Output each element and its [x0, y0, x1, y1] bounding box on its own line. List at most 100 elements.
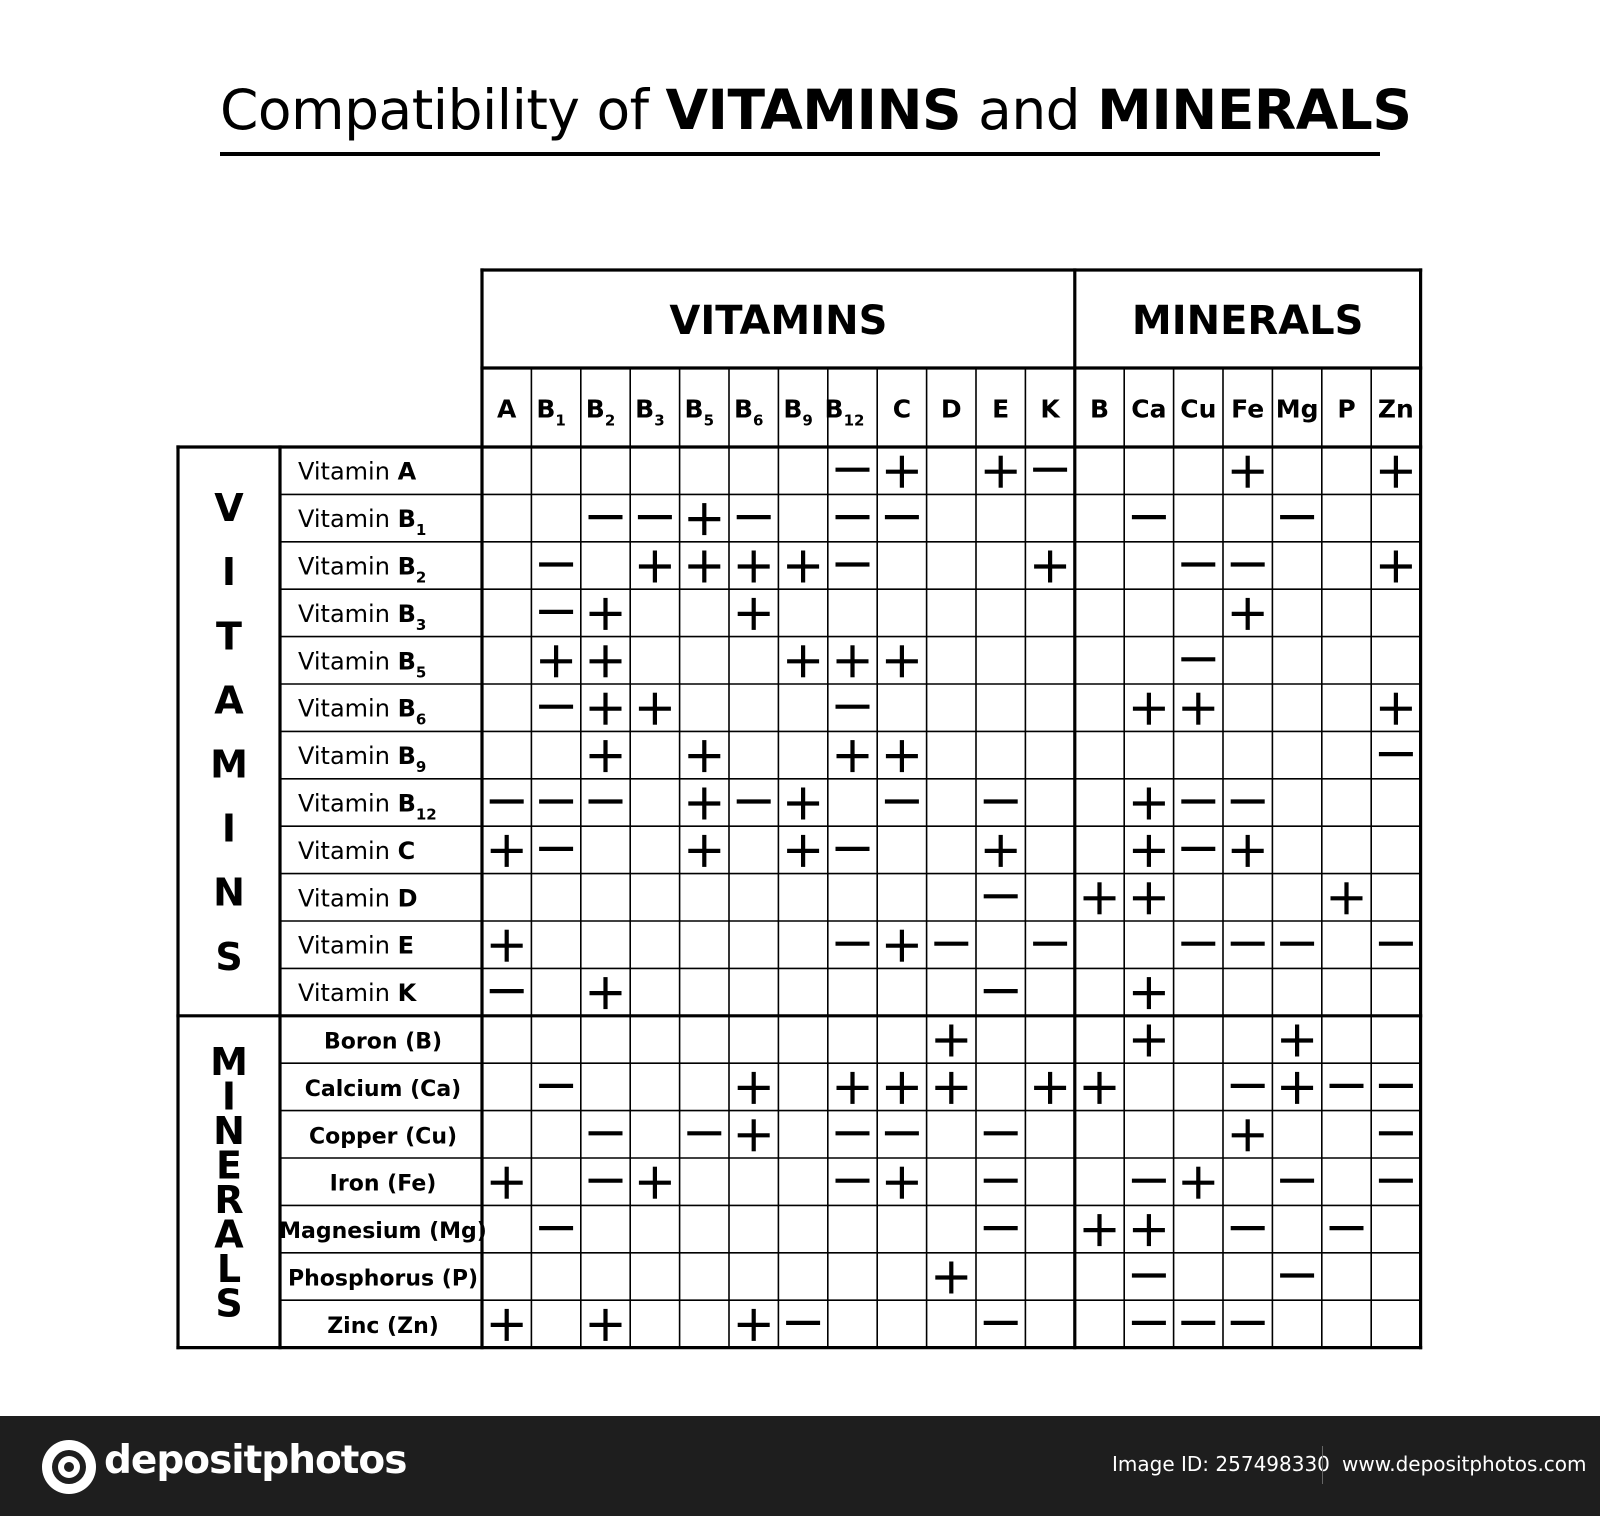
plus-mark [1132, 1214, 1165, 1247]
row-label: Phosphorus (P) [288, 1267, 478, 1292]
row-label: Vitamin B12 [298, 790, 437, 824]
footer-divider [1322, 1446, 1323, 1484]
column-header: B6 [734, 395, 764, 430]
plus-mark [885, 1071, 918, 1104]
plus-mark [688, 787, 721, 820]
column-group-label: MINERALS [1132, 298, 1364, 344]
plus-mark [1231, 834, 1264, 867]
plus-mark [1132, 977, 1165, 1010]
row-group-letter: I [222, 807, 236, 851]
row-group-letter: I [222, 1075, 236, 1119]
plus-mark [836, 740, 869, 773]
row-label: Vitamin D [298, 884, 417, 912]
row-group-letter: M [210, 742, 248, 786]
title-bold1: VITAMINS [665, 78, 962, 142]
plus-mark [589, 597, 622, 630]
plus-mark [737, 597, 770, 630]
plus-mark [1132, 787, 1165, 820]
row-label: Vitamin B6 [298, 695, 426, 729]
row-group-letter: E [216, 1143, 242, 1187]
plus-mark [1231, 1119, 1264, 1152]
plus-mark [1083, 1214, 1116, 1247]
plus-mark [787, 834, 820, 867]
plus-mark [490, 1308, 523, 1341]
site-url[interactable]: www.depositphotos.com [1342, 1452, 1587, 1476]
plus-mark [787, 550, 820, 583]
plus-mark [1330, 882, 1363, 915]
plus-mark [589, 740, 622, 773]
column-header: C [893, 395, 911, 424]
plus-mark [638, 550, 671, 583]
row-label: Copper (Cu) [309, 1124, 457, 1149]
plus-mark [935, 1024, 968, 1057]
plus-mark [688, 740, 721, 773]
row-group-letter: A [214, 1212, 244, 1256]
chart-title: Compatibility of VITAMINS and MINERALS [220, 78, 1412, 142]
plus-mark [1379, 550, 1412, 583]
column-header: D [941, 395, 962, 424]
plus-mark [638, 1166, 671, 1199]
plus-mark [688, 503, 721, 536]
plus-mark [589, 645, 622, 678]
row-label: Vitamin A [298, 458, 417, 486]
plus-mark [787, 645, 820, 678]
row-label: Vitamin B2 [298, 553, 426, 587]
row-label: Vitamin K [298, 979, 418, 1007]
row-group-letter: S [215, 1281, 242, 1325]
column-header: B [1090, 395, 1109, 424]
plus-mark [589, 692, 622, 725]
plus-mark [1132, 1024, 1165, 1057]
column-header: Mg [1276, 395, 1319, 424]
plus-mark [1083, 1071, 1116, 1104]
plus-mark [984, 834, 1017, 867]
plus-mark [1034, 550, 1067, 583]
row-group-letter: T [216, 614, 242, 658]
plus-mark [1182, 1166, 1215, 1199]
column-header: Zn [1378, 395, 1414, 424]
plus-mark [737, 550, 770, 583]
row-label: Vitamin B9 [298, 742, 426, 776]
plus-mark [1132, 692, 1165, 725]
plus-mark [885, 929, 918, 962]
plus-mark [935, 1261, 968, 1294]
row-label: Iron (Fe) [330, 1172, 437, 1197]
footer-bar: depositphotos Image ID: 257498330 www.de… [0, 1416, 1600, 1516]
plus-mark [589, 977, 622, 1010]
plus-mark [836, 645, 869, 678]
title-part2: and [961, 78, 1098, 142]
plus-mark [490, 1166, 523, 1199]
column-header: P [1337, 395, 1355, 424]
column-header: Fe [1231, 395, 1264, 424]
title-part1: Compatibility of [220, 78, 666, 142]
column-header: A [497, 395, 517, 424]
row-group-letter: N [213, 871, 245, 915]
title-bold2: MINERALS [1097, 78, 1412, 142]
row-label: Vitamin E [298, 932, 414, 960]
plus-mark [935, 1071, 968, 1104]
column-header: E [992, 395, 1009, 424]
plus-mark [1281, 1024, 1314, 1057]
plus-mark [737, 1308, 770, 1341]
row-group-letter: N [213, 1109, 245, 1153]
row-group-letter: A [214, 678, 244, 722]
plus-mark [490, 834, 523, 867]
row-label: Boron (B) [324, 1030, 442, 1055]
title-underline [220, 152, 1380, 156]
plus-mark [540, 645, 573, 678]
plus-mark [1034, 1071, 1067, 1104]
plus-mark [1132, 834, 1165, 867]
row-group-letter: M [210, 1040, 248, 1084]
row-label: Vitamin B5 [298, 647, 426, 681]
plus-mark [1083, 882, 1116, 915]
column-header: B5 [685, 395, 715, 430]
plus-mark [1281, 1071, 1314, 1104]
row-label: Vitamin B1 [298, 505, 426, 539]
plus-mark [1231, 597, 1264, 630]
plus-mark [1132, 882, 1165, 915]
row-label: Vitamin B3 [298, 600, 426, 634]
plus-mark [984, 455, 1017, 488]
column-header: B1 [536, 395, 566, 430]
plus-mark [836, 1071, 869, 1104]
column-header: B3 [635, 395, 665, 430]
